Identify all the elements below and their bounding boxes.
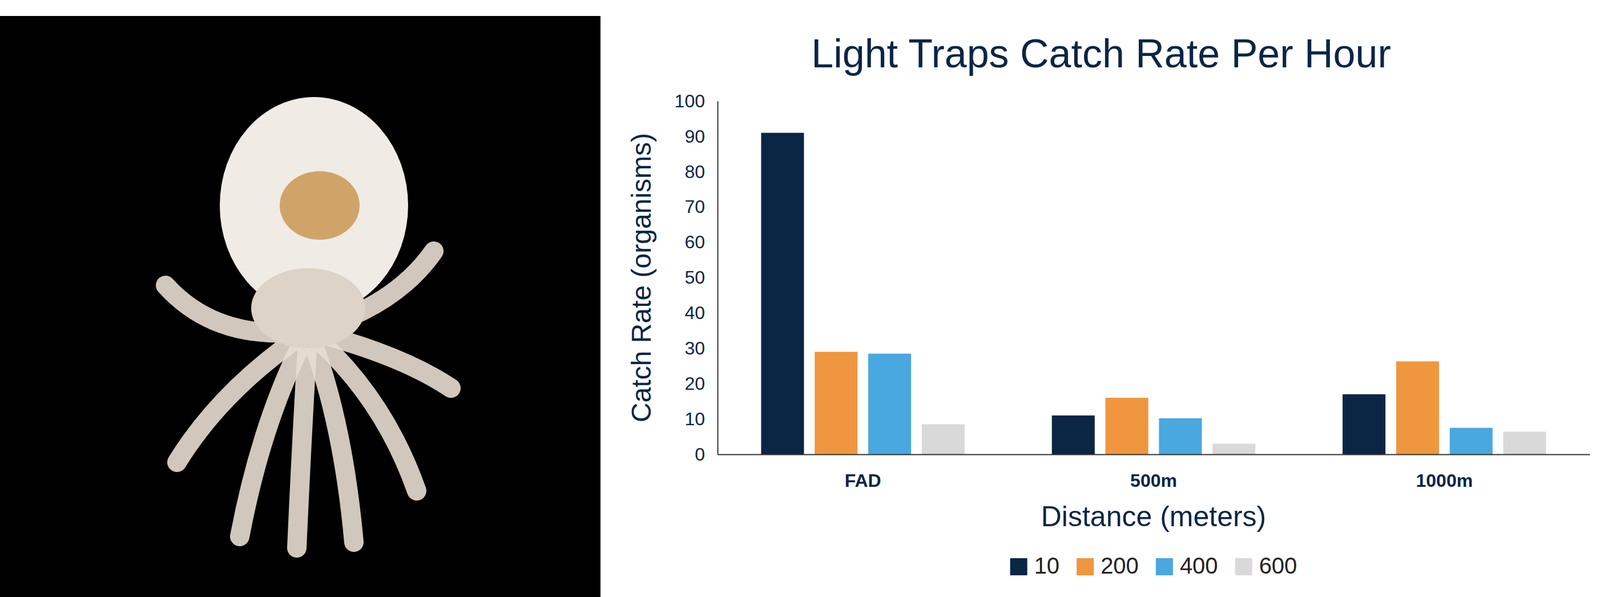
octopus-head <box>251 268 366 349</box>
photo-background <box>0 15 601 597</box>
y-tick: 0 <box>694 444 718 465</box>
bar <box>921 424 965 455</box>
y-tick: 100 <box>674 90 718 112</box>
y-tick: 50 <box>684 267 718 288</box>
x-tick-label: 1000m <box>1416 470 1474 491</box>
bars <box>760 133 1546 455</box>
x-tick-label: FAD <box>844 470 882 491</box>
y-tick: 30 <box>684 337 718 359</box>
x-tick: 1000m <box>1416 454 1474 491</box>
legend-label: 10 <box>1034 553 1061 579</box>
y-axis-line <box>717 101 719 455</box>
bar <box>1105 397 1149 455</box>
y-axis: 0 10 20 30 40 50 60 70 80 90 100 <box>674 90 719 465</box>
x-tick: 500m <box>1130 454 1178 491</box>
bar <box>1449 428 1493 455</box>
y-tick: 80 <box>684 161 718 183</box>
bar <box>760 133 804 455</box>
y-tick-label: 20 <box>684 373 705 394</box>
bar <box>814 351 858 455</box>
bar <box>1396 361 1440 455</box>
bar <box>1342 394 1386 455</box>
y-axis-title: Catch Rate (organisms) <box>626 133 657 423</box>
legend-item: 200 <box>1076 553 1139 579</box>
y-tick-label: 40 <box>684 302 705 324</box>
y-tick-label: 60 <box>684 231 705 253</box>
octopus-sketch <box>165 97 451 548</box>
x-tick-label: 500m <box>1130 470 1178 491</box>
y-tick-label: 70 <box>684 196 705 217</box>
y-tick: 60 <box>684 231 718 253</box>
y-tick: 70 <box>684 196 718 217</box>
octopus-spot <box>279 171 360 240</box>
legend-label: 400 <box>1179 553 1219 579</box>
legend: 10 200 400 600 <box>1010 553 1298 579</box>
x-tick: FAD <box>844 454 882 491</box>
canvas: Light Traps Catch Rate Per Hour 0 10 20 30 40… <box>0 0 1600 597</box>
y-tick: 90 <box>684 126 718 147</box>
y-tick-label: 30 <box>684 337 705 359</box>
legend-item: 600 <box>1235 553 1298 579</box>
y-tick-label: 0 <box>694 444 705 465</box>
y-tick-label: 90 <box>684 126 705 147</box>
legend-label: 600 <box>1259 553 1298 579</box>
photo-panel <box>0 15 601 597</box>
x-axis-line <box>718 454 1591 456</box>
bar <box>1503 431 1547 455</box>
bar <box>1212 443 1256 455</box>
legend-swatch <box>1235 558 1253 576</box>
y-tick-label: 10 <box>684 408 705 430</box>
x-axis-title: Distance (meters) <box>1041 500 1267 533</box>
y-tick: 10 <box>684 408 718 430</box>
legend-item: 10 <box>1010 553 1061 579</box>
legend-swatch <box>1076 558 1094 576</box>
y-tick: 40 <box>684 302 718 324</box>
octopus-arm <box>296 331 309 548</box>
bar <box>868 353 912 455</box>
legend-swatch <box>1010 558 1028 576</box>
bar <box>1158 418 1202 455</box>
legend-swatch <box>1155 558 1174 576</box>
y-tick-label: 50 <box>684 267 705 288</box>
chart-title: Light Traps Catch Rate Per Hour <box>811 31 1391 76</box>
legend-item: 400 <box>1155 553 1219 579</box>
bar <box>1052 415 1095 455</box>
legend-label: 200 <box>1100 553 1139 579</box>
x-axis: FAD 500m 1000m <box>718 454 1591 491</box>
y-tick: 20 <box>684 373 718 394</box>
y-tick-label: 80 <box>684 161 705 183</box>
y-tick-label: 100 <box>674 90 705 112</box>
